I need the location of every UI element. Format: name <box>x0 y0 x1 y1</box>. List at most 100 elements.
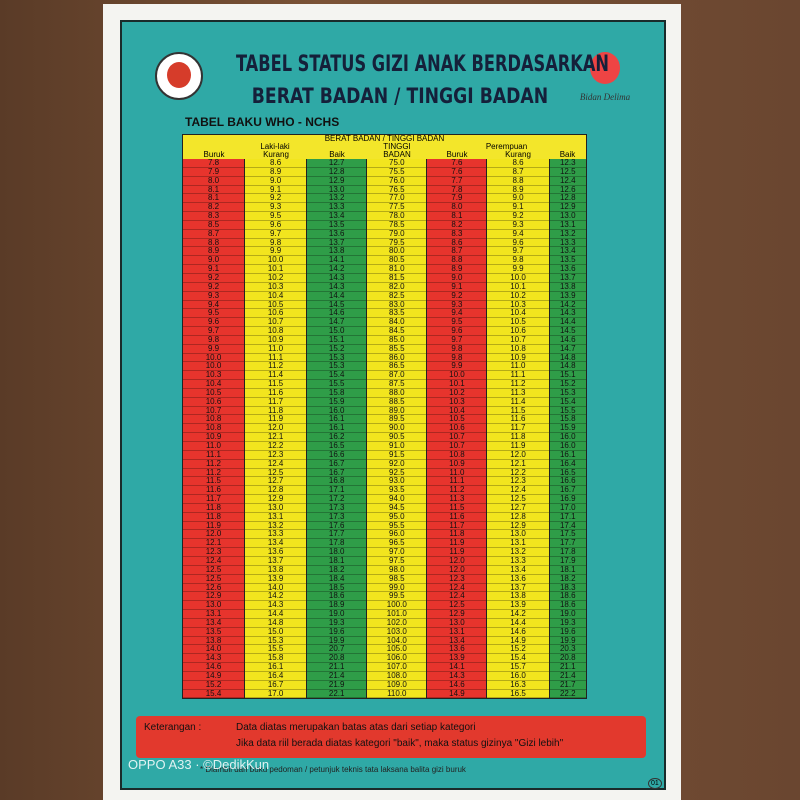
cell: 12.7 <box>487 503 549 513</box>
cell: 12.2 <box>487 468 549 478</box>
cell: 11.7 <box>183 494 245 504</box>
cell: 17.1 <box>307 485 367 496</box>
height-cell: 91.5 <box>367 450 427 460</box>
height-cell: 80.0 <box>367 247 427 257</box>
cell: 21.4 <box>549 671 586 681</box>
cell: 11.3 <box>487 388 549 398</box>
logo-left <box>155 52 203 100</box>
cell: 9.5 <box>427 317 487 328</box>
height-cell: 75.5 <box>367 167 427 177</box>
cell: 15.1 <box>549 370 586 381</box>
height-cell: 92.0 <box>367 459 427 469</box>
cell: 9.8 <box>245 238 307 248</box>
cell: 10.7 <box>427 432 487 442</box>
cell: 15.9 <box>549 423 586 434</box>
cell: 9.1 <box>245 185 307 195</box>
cell: 19.6 <box>307 627 367 637</box>
cell: 12.3 <box>183 547 245 557</box>
cell: 14.8 <box>549 353 586 363</box>
height-cell: 96.5 <box>367 538 427 549</box>
cell: 12.3 <box>549 158 586 168</box>
height-cell: 86.5 <box>367 362 427 372</box>
cell: 13.3 <box>549 238 586 248</box>
cell: 13.3 <box>245 530 307 540</box>
cell: 15.0 <box>245 627 307 637</box>
cell: 13.4 <box>549 247 586 257</box>
height-cell: 96.0 <box>367 530 427 540</box>
height-cell: 83.5 <box>367 308 427 319</box>
cell: 16.7 <box>307 459 367 469</box>
cell: 8.8 <box>183 238 245 248</box>
cell: 11.8 <box>427 530 487 540</box>
cell: 13.1 <box>183 609 245 619</box>
cell: 15.3 <box>245 636 307 646</box>
cell: 14.2 <box>245 591 307 602</box>
cell: 10.5 <box>245 300 307 310</box>
cell: 12.4 <box>487 485 549 496</box>
cell: 9.8 <box>427 344 487 354</box>
cell: 9.7 <box>487 247 549 257</box>
cell: 8.8 <box>487 176 549 186</box>
cell: 10.0 <box>487 273 549 283</box>
cell: 9.8 <box>183 335 245 345</box>
cell: 16.1 <box>549 450 586 460</box>
cell: 10.3 <box>487 300 549 310</box>
cell: 12.0 <box>427 565 487 575</box>
cell: 17.1 <box>549 512 586 522</box>
cell: 8.8 <box>427 255 487 266</box>
cell: 11.2 <box>183 459 245 469</box>
cell: 11.8 <box>487 432 549 442</box>
cell: 11.5 <box>183 477 245 487</box>
cell: 20.3 <box>549 645 586 655</box>
cell: 15.8 <box>245 653 307 664</box>
column-header: Kurang <box>245 151 307 159</box>
cell: 12.5 <box>427 600 487 611</box>
cell: 10.0 <box>427 370 487 381</box>
cell: 11.1 <box>245 353 307 363</box>
cell: 10.3 <box>427 397 487 407</box>
cell: 10.2 <box>487 291 549 301</box>
cell: 9.0 <box>427 273 487 283</box>
cell: 18.4 <box>307 574 367 584</box>
cell: 13.5 <box>549 255 586 266</box>
cell: 8.5 <box>183 220 245 230</box>
cell: 12.5 <box>183 574 245 584</box>
height-header-bottom: BADAN <box>383 150 411 159</box>
cell: 11.2 <box>427 485 487 496</box>
cell: 14.5 <box>549 326 586 336</box>
cell: 22.2 <box>549 689 586 699</box>
cell: 14.6 <box>427 680 487 690</box>
cell: 8.9 <box>487 185 549 195</box>
cell: 17.7 <box>307 530 367 540</box>
cell: 10.0 <box>183 353 245 363</box>
cell: 12.4 <box>245 459 307 469</box>
height-cell: 76.5 <box>367 185 427 195</box>
cell: 10.7 <box>183 406 245 416</box>
height-cell: 92.5 <box>367 468 427 478</box>
cell: 17.4 <box>549 521 586 531</box>
cell: 9.6 <box>183 317 245 328</box>
cell: 20.8 <box>307 653 367 664</box>
cell: 10.8 <box>427 450 487 460</box>
cell: 13.9 <box>245 574 307 584</box>
cell: 16.7 <box>549 485 586 496</box>
cell: 14.1 <box>307 255 367 266</box>
notes-label: Keterangan : <box>144 722 202 733</box>
cell: 8.6 <box>487 158 549 168</box>
column-header: Kurang <box>487 151 549 159</box>
cell: 13.2 <box>549 229 586 239</box>
cell: 13.4 <box>183 618 245 628</box>
cell: 10.0 <box>183 362 245 372</box>
cell: 12.4 <box>549 176 586 186</box>
cell: 19.9 <box>549 636 586 646</box>
cell: 19.0 <box>549 609 586 619</box>
cell: 15.5 <box>307 379 367 389</box>
cell: 7.9 <box>427 194 487 204</box>
column-header: Buruk <box>427 151 487 159</box>
cell: 10.2 <box>245 273 307 283</box>
cell: 13.5 <box>183 627 245 637</box>
cell: 13.4 <box>245 538 307 549</box>
height-cell: 93.5 <box>367 485 427 496</box>
height-cell: 98.0 <box>367 565 427 575</box>
